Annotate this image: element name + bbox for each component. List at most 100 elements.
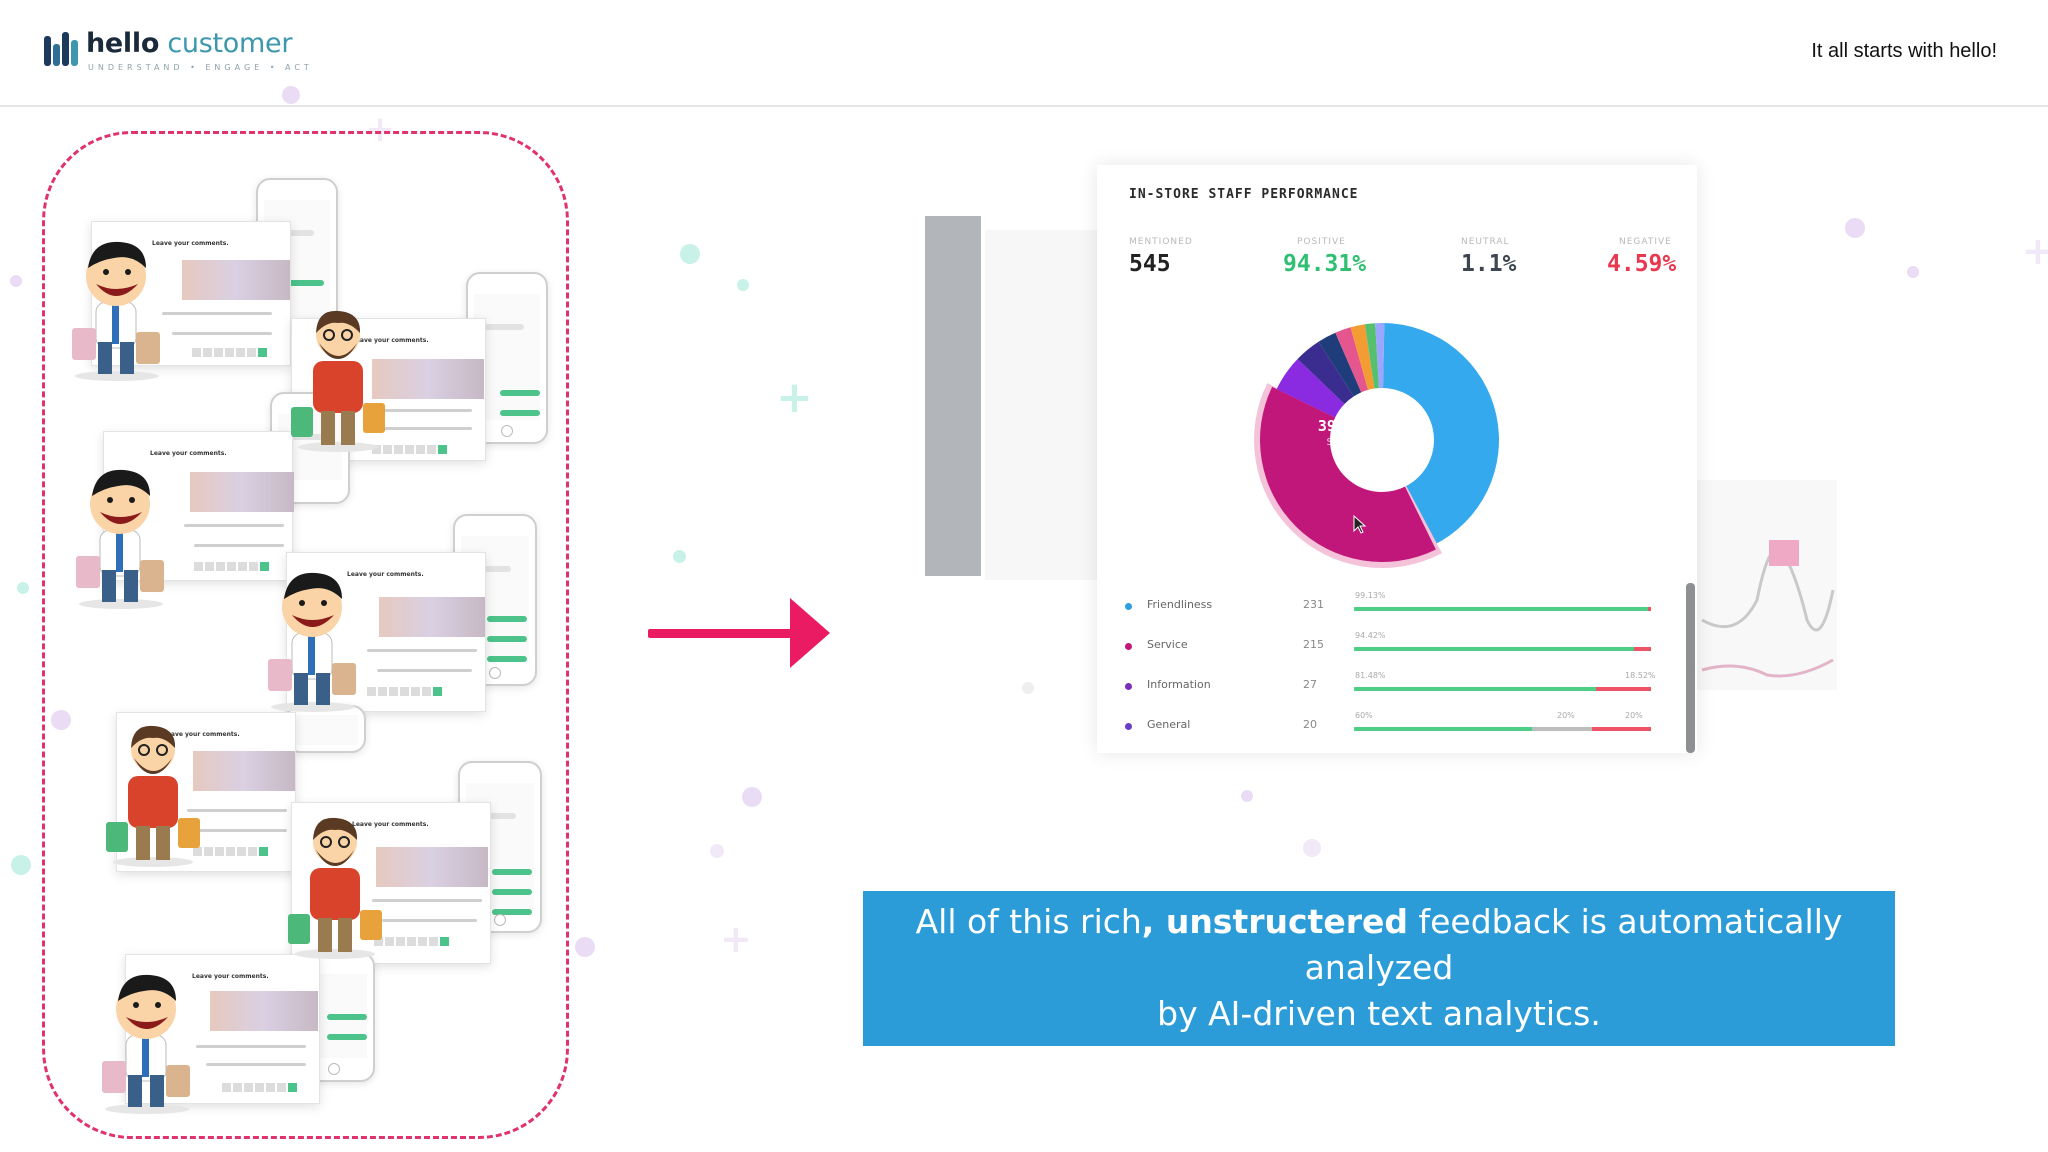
stat-label: POSITIVE — [1297, 237, 1346, 247]
topic-color-dot — [1125, 603, 1132, 610]
decor-dot — [1845, 218, 1865, 238]
sentiment-bar-positive — [1354, 647, 1635, 651]
donut-callout-name: Service — [1326, 437, 1364, 448]
topic-donut-chart[interactable] — [1252, 310, 1512, 570]
decor-plus: + — [365, 109, 396, 150]
topic-name: General — [1147, 718, 1191, 731]
donut-slice-friendliness[interactable] — [1383, 323, 1499, 545]
sentiment-bar-negative — [1648, 607, 1651, 611]
caption-box: All of this rich, unstructered feedback … — [863, 891, 1895, 1125]
happy-shopper-character — [76, 469, 164, 609]
topic-count: 20 — [1303, 718, 1317, 731]
decor-dot — [10, 275, 22, 287]
topic-count: 215 — [1303, 638, 1324, 651]
caption-line-3: This allows you to take action based on … — [965, 1040, 1793, 1125]
decor-dot — [673, 550, 686, 563]
faded-sidebar-panel — [925, 216, 981, 576]
faded-dashboard-background — [985, 230, 1097, 580]
donut-slice-other5[interactable] — [1375, 323, 1385, 389]
logo-tagline: UNDERSTAND • ENGAGE • ACT — [88, 63, 313, 72]
stat-value: 94.31% — [1283, 251, 1367, 277]
sentiment-bar-negative — [1591, 727, 1651, 731]
topic-name: Information — [1147, 678, 1211, 691]
decor-dot — [742, 787, 762, 807]
decor-plus: + — [2022, 229, 2048, 273]
stat-neutral: NEUTRAL 1.1% — [1461, 237, 1516, 277]
topic-color-dot — [1125, 683, 1132, 690]
decor-dot — [1907, 266, 1919, 278]
donut-callout: 39.45% Service — [1305, 417, 1385, 448]
sentiment-bar-negative — [1596, 687, 1651, 691]
decor-plus: + — [720, 917, 752, 961]
decor-dot — [1241, 790, 1253, 802]
stat-positive: POSITIVE 94.31% — [1283, 237, 1366, 277]
decor-dot — [17, 582, 29, 594]
decor-dot — [11, 855, 31, 875]
sentiment-bar-neutral — [1532, 727, 1592, 731]
topic-neutral-pct: 20% — [1557, 711, 1575, 720]
hipster-shopper-character — [106, 725, 200, 867]
feedback-collection-panel — [42, 131, 569, 1139]
topic-color-dot — [1125, 643, 1132, 650]
topic-color-dot — [1125, 723, 1132, 730]
donut-slice-information[interactable] — [1276, 359, 1345, 418]
donut-slice-general[interactable] — [1297, 341, 1354, 405]
topic-row[interactable]: Information 27 81.48% 18.52% — [1125, 671, 1656, 696]
caption-line-2: by AI-driven text analytics. — [1157, 994, 1601, 1033]
stat-negative: NEGATIVE 4.59% — [1607, 237, 1676, 277]
dashboard-scrollbar[interactable] — [1686, 583, 1695, 753]
hello-customer-logo[interactable]: hello customer UNDERSTAND • ENGAGE • ACT — [44, 28, 313, 72]
decor-dot — [710, 844, 724, 858]
faded-chart-background — [1697, 480, 1837, 690]
topic-count: 231 — [1303, 598, 1324, 611]
topic-name: Friendliness — [1147, 598, 1213, 611]
topic-negative-pct: 18.52% — [1625, 671, 1656, 680]
happy-shopper-character — [268, 572, 356, 712]
caption-line-1: All of this rich, unstructered feedback … — [915, 902, 1843, 987]
sentiment-bar — [1354, 607, 1651, 611]
decor-dot — [737, 279, 749, 291]
stat-mentioned: MENTIONED 545 — [1129, 237, 1193, 277]
topic-name: Service — [1147, 638, 1188, 651]
header-bar: hello customer UNDERSTAND • ENGAGE • ACT… — [0, 0, 2048, 107]
donut-callout-value: 39.45% — [1317, 417, 1373, 435]
decor-dot — [1303, 839, 1321, 857]
donut-slice-other1[interactable] — [1318, 332, 1362, 397]
decor-dot — [1022, 682, 1034, 694]
mouse-cursor-icon — [1353, 515, 1367, 534]
stat-label: NEUTRAL — [1461, 237, 1510, 247]
topic-negative-pct: 20% — [1625, 711, 1643, 720]
sentiment-bar — [1354, 687, 1651, 691]
donut-slice-other4[interactable] — [1364, 323, 1379, 389]
sentiment-bar-negative — [1634, 647, 1651, 651]
header-tagline: It all starts with hello! — [1811, 40, 1997, 62]
topic-positive-pct: 94.42% — [1355, 631, 1386, 640]
topic-positive-pct: 99.13% — [1355, 591, 1386, 600]
stat-value: 1.1% — [1461, 251, 1517, 277]
topic-row[interactable]: General 20 60% 20% 20% — [1125, 711, 1655, 736]
donut-slice-other3[interactable] — [1350, 324, 1375, 390]
topic-row[interactable]: Service 215 94.42% — [1125, 631, 1655, 656]
decor-dot — [680, 244, 700, 264]
sentiment-bar — [1354, 727, 1651, 731]
faded-line-chart — [1701, 540, 1835, 678]
dashboard-title: IN-STORE STAFF PERFORMANCE — [1129, 187, 1359, 202]
decor-dot — [51, 710, 71, 730]
stat-label: NEGATIVE — [1619, 237, 1672, 247]
sentiment-bar-positive — [1354, 687, 1597, 691]
decor-dot — [282, 86, 300, 104]
stat-label: MENTIONED — [1129, 237, 1193, 247]
topic-row[interactable]: Friendliness 231 99.13% — [1125, 591, 1655, 616]
topic-positive-pct: 60% — [1355, 711, 1373, 720]
arrow-right-icon — [790, 598, 830, 668]
hipster-shopper-character — [288, 817, 382, 959]
happy-shopper-character — [72, 241, 160, 381]
logo-title: hello customer — [86, 28, 293, 59]
stat-value: 4.59% — [1607, 251, 1677, 277]
sentiment-bar-positive — [1354, 727, 1533, 731]
sentiment-bar — [1354, 647, 1651, 651]
donut-slice-other2[interactable] — [1335, 327, 1369, 393]
donut-slice-service[interactable] — [1260, 386, 1436, 562]
sentiment-bar-positive — [1354, 607, 1649, 611]
hipster-shopper-character — [291, 310, 385, 452]
